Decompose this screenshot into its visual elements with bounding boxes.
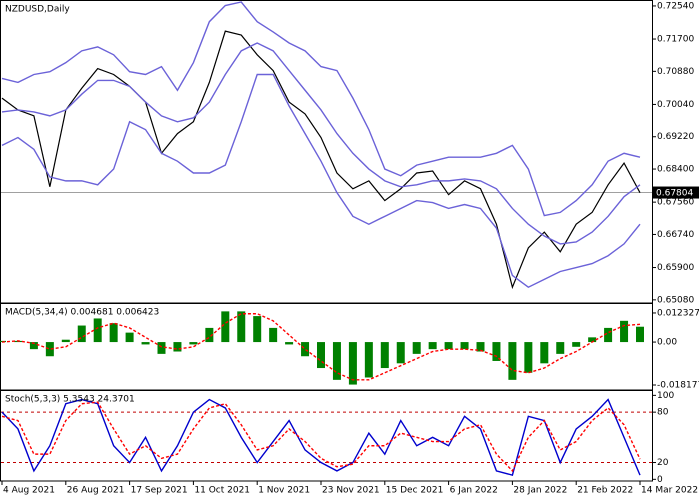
histogram-bar: [77, 325, 86, 343]
histogram-bar: [540, 342, 549, 364]
histogram-bar: [301, 342, 310, 357]
series-line: [1, 30, 641, 290]
histogram-bar: [572, 342, 581, 347]
series-line: [1, 42, 641, 245]
histogram-bar: [604, 327, 613, 343]
y-tick-label: 0.70040: [657, 100, 694, 110]
histogram-bar: [93, 318, 102, 343]
y-tick-label: 0.71700: [657, 35, 694, 45]
histogram-bar: [492, 342, 501, 361]
histogram-bar: [285, 342, 294, 345]
panel-title: NZDUSD,Daily: [5, 5, 70, 15]
histogram-bar: [269, 327, 278, 343]
histogram-bar: [476, 342, 485, 352]
y-tick-label: 0.69220: [657, 132, 694, 142]
y-tick-label: 0.00: [657, 338, 677, 348]
histogram-bar: [61, 339, 70, 343]
y-tick-label: 80: [657, 408, 669, 418]
series-line: [1, 1, 641, 217]
histogram-bar: [380, 342, 389, 369]
x-tick-label: 17 Sep 2021: [131, 486, 188, 496]
histogram-bar: [556, 342, 565, 354]
histogram-bar: [141, 342, 150, 345]
y-tick-label: 0.72540: [657, 1, 694, 11]
histogram-bar: [364, 342, 373, 378]
series-line: [1, 313, 641, 381]
histogram-bar: [428, 342, 437, 350]
histogram-bar: [173, 342, 182, 352]
x-tick-label: 14 Mar 2022: [641, 486, 698, 496]
histogram-bar: [396, 342, 405, 364]
histogram-bar: [412, 342, 421, 354]
y-tick-label: 0.012327: [657, 308, 699, 318]
y-tick-label: 0.68400: [657, 165, 694, 175]
y-tick-label: 0: [657, 475, 663, 485]
x-tick-label: 23 Nov 2021: [322, 486, 380, 496]
x-tick-label: 11 Oct 2021: [194, 486, 250, 496]
y-tick-label: 0.65080: [657, 295, 694, 305]
x-tick-label: 21 Feb 2022: [577, 486, 633, 496]
series-line: [1, 398, 641, 476]
y-tick-label: 0.67560: [657, 198, 694, 208]
histogram-bar: [157, 342, 166, 354]
x-tick-label: 26 Aug 2021: [67, 486, 125, 496]
x-tick-label: 1 Nov 2021: [258, 486, 310, 496]
x-tick-label: 15 Dec 2021: [386, 486, 444, 496]
histogram-bar: [29, 342, 38, 350]
series-line: [1, 401, 641, 473]
histogram-bar: [205, 327, 214, 343]
histogram-bar: [524, 342, 533, 373]
panel-title: Stoch(5,3,3) 5.3543 24.3701: [5, 395, 135, 405]
panel-frame: [0, 390, 653, 482]
x-tick-label: 6 Jan 2022: [450, 486, 498, 496]
histogram-bar: [125, 332, 134, 343]
histogram-bar: [189, 342, 198, 345]
current-price-label: 0.67804: [656, 189, 693, 199]
histogram-bar: [636, 326, 644, 343]
y-tick-label: 0.66740: [657, 230, 694, 240]
histogram-bar: [221, 311, 230, 343]
histogram-bar: [460, 342, 469, 350]
histogram-bar: [253, 316, 262, 343]
y-tick-label: -0.018177: [657, 380, 699, 390]
histogram-bar: [444, 342, 453, 350]
histogram-bar: [317, 342, 325, 369]
y-tick-label: 20: [657, 458, 669, 468]
histogram-bar: [45, 342, 54, 357]
histogram-bar: [348, 342, 357, 385]
histogram-bar: [237, 311, 246, 343]
x-tick-label: 4 Aug 2021: [3, 486, 55, 496]
histogram-bar: [620, 320, 629, 343]
panel-title: MACD(5,34,4) 0.004681 0.006423: [5, 308, 159, 318]
y-tick-label: 0.70880: [657, 67, 694, 77]
series-line: [1, 73, 641, 289]
histogram-bar: [508, 342, 517, 380]
histogram-bar: [109, 323, 118, 343]
current-price-box: [653, 186, 699, 199]
y-tick-label: 100: [657, 391, 674, 401]
histogram-bar: [588, 337, 597, 343]
x-tick-label: 28 Jan 2022: [513, 486, 567, 496]
histogram-bar: [332, 342, 341, 380]
y-tick-label: 0.65900: [657, 263, 694, 273]
